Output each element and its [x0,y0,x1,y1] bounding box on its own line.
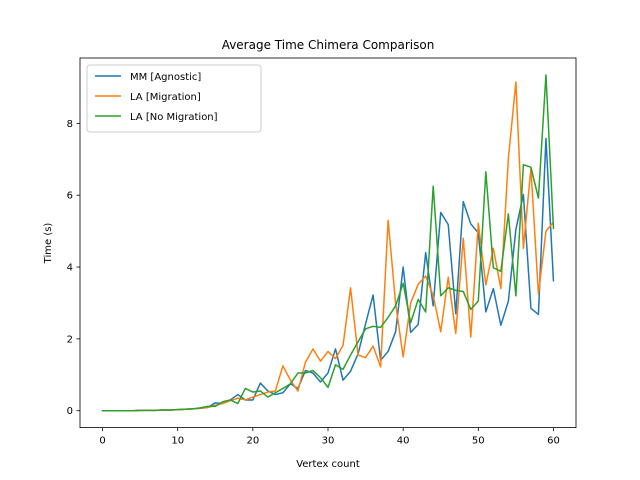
x-tick-label: 0 [99,436,105,447]
y-axis-label: Time (s) [43,223,54,265]
x-tick-label: 10 [171,436,184,447]
x-tick-label: 40 [397,436,410,447]
legend-label-1: LA [Migration] [130,92,201,103]
legend-label-2: LA [No Migration] [130,112,218,123]
chart-title: Average Time Chimera Comparison [222,38,435,52]
y-tick-label: 6 [67,191,73,202]
y-tick-label: 8 [67,119,73,130]
y-tick-label: 4 [67,263,73,274]
legend-box [86,64,262,133]
x-tick-label: 30 [322,436,335,447]
legend: MM [Agnostic] LA [Migration] LA [No Migrat… [86,64,262,133]
series-line-2 [101,74,555,412]
series-layer [101,74,555,412]
x-axis-label: Vertex count [296,459,360,470]
y-tick-label: 2 [67,334,73,345]
x-axis: 0 10 20 30 40 50 60 [99,427,560,447]
x-tick-label: 60 [547,436,560,447]
y-axis: 0 2 4 6 8 [67,119,80,417]
x-tick-label: 50 [472,436,485,447]
y-tick-label: 0 [67,406,73,417]
x-tick-label: 20 [246,436,259,447]
legend-label-0: MM [Agnostic] [130,72,201,83]
